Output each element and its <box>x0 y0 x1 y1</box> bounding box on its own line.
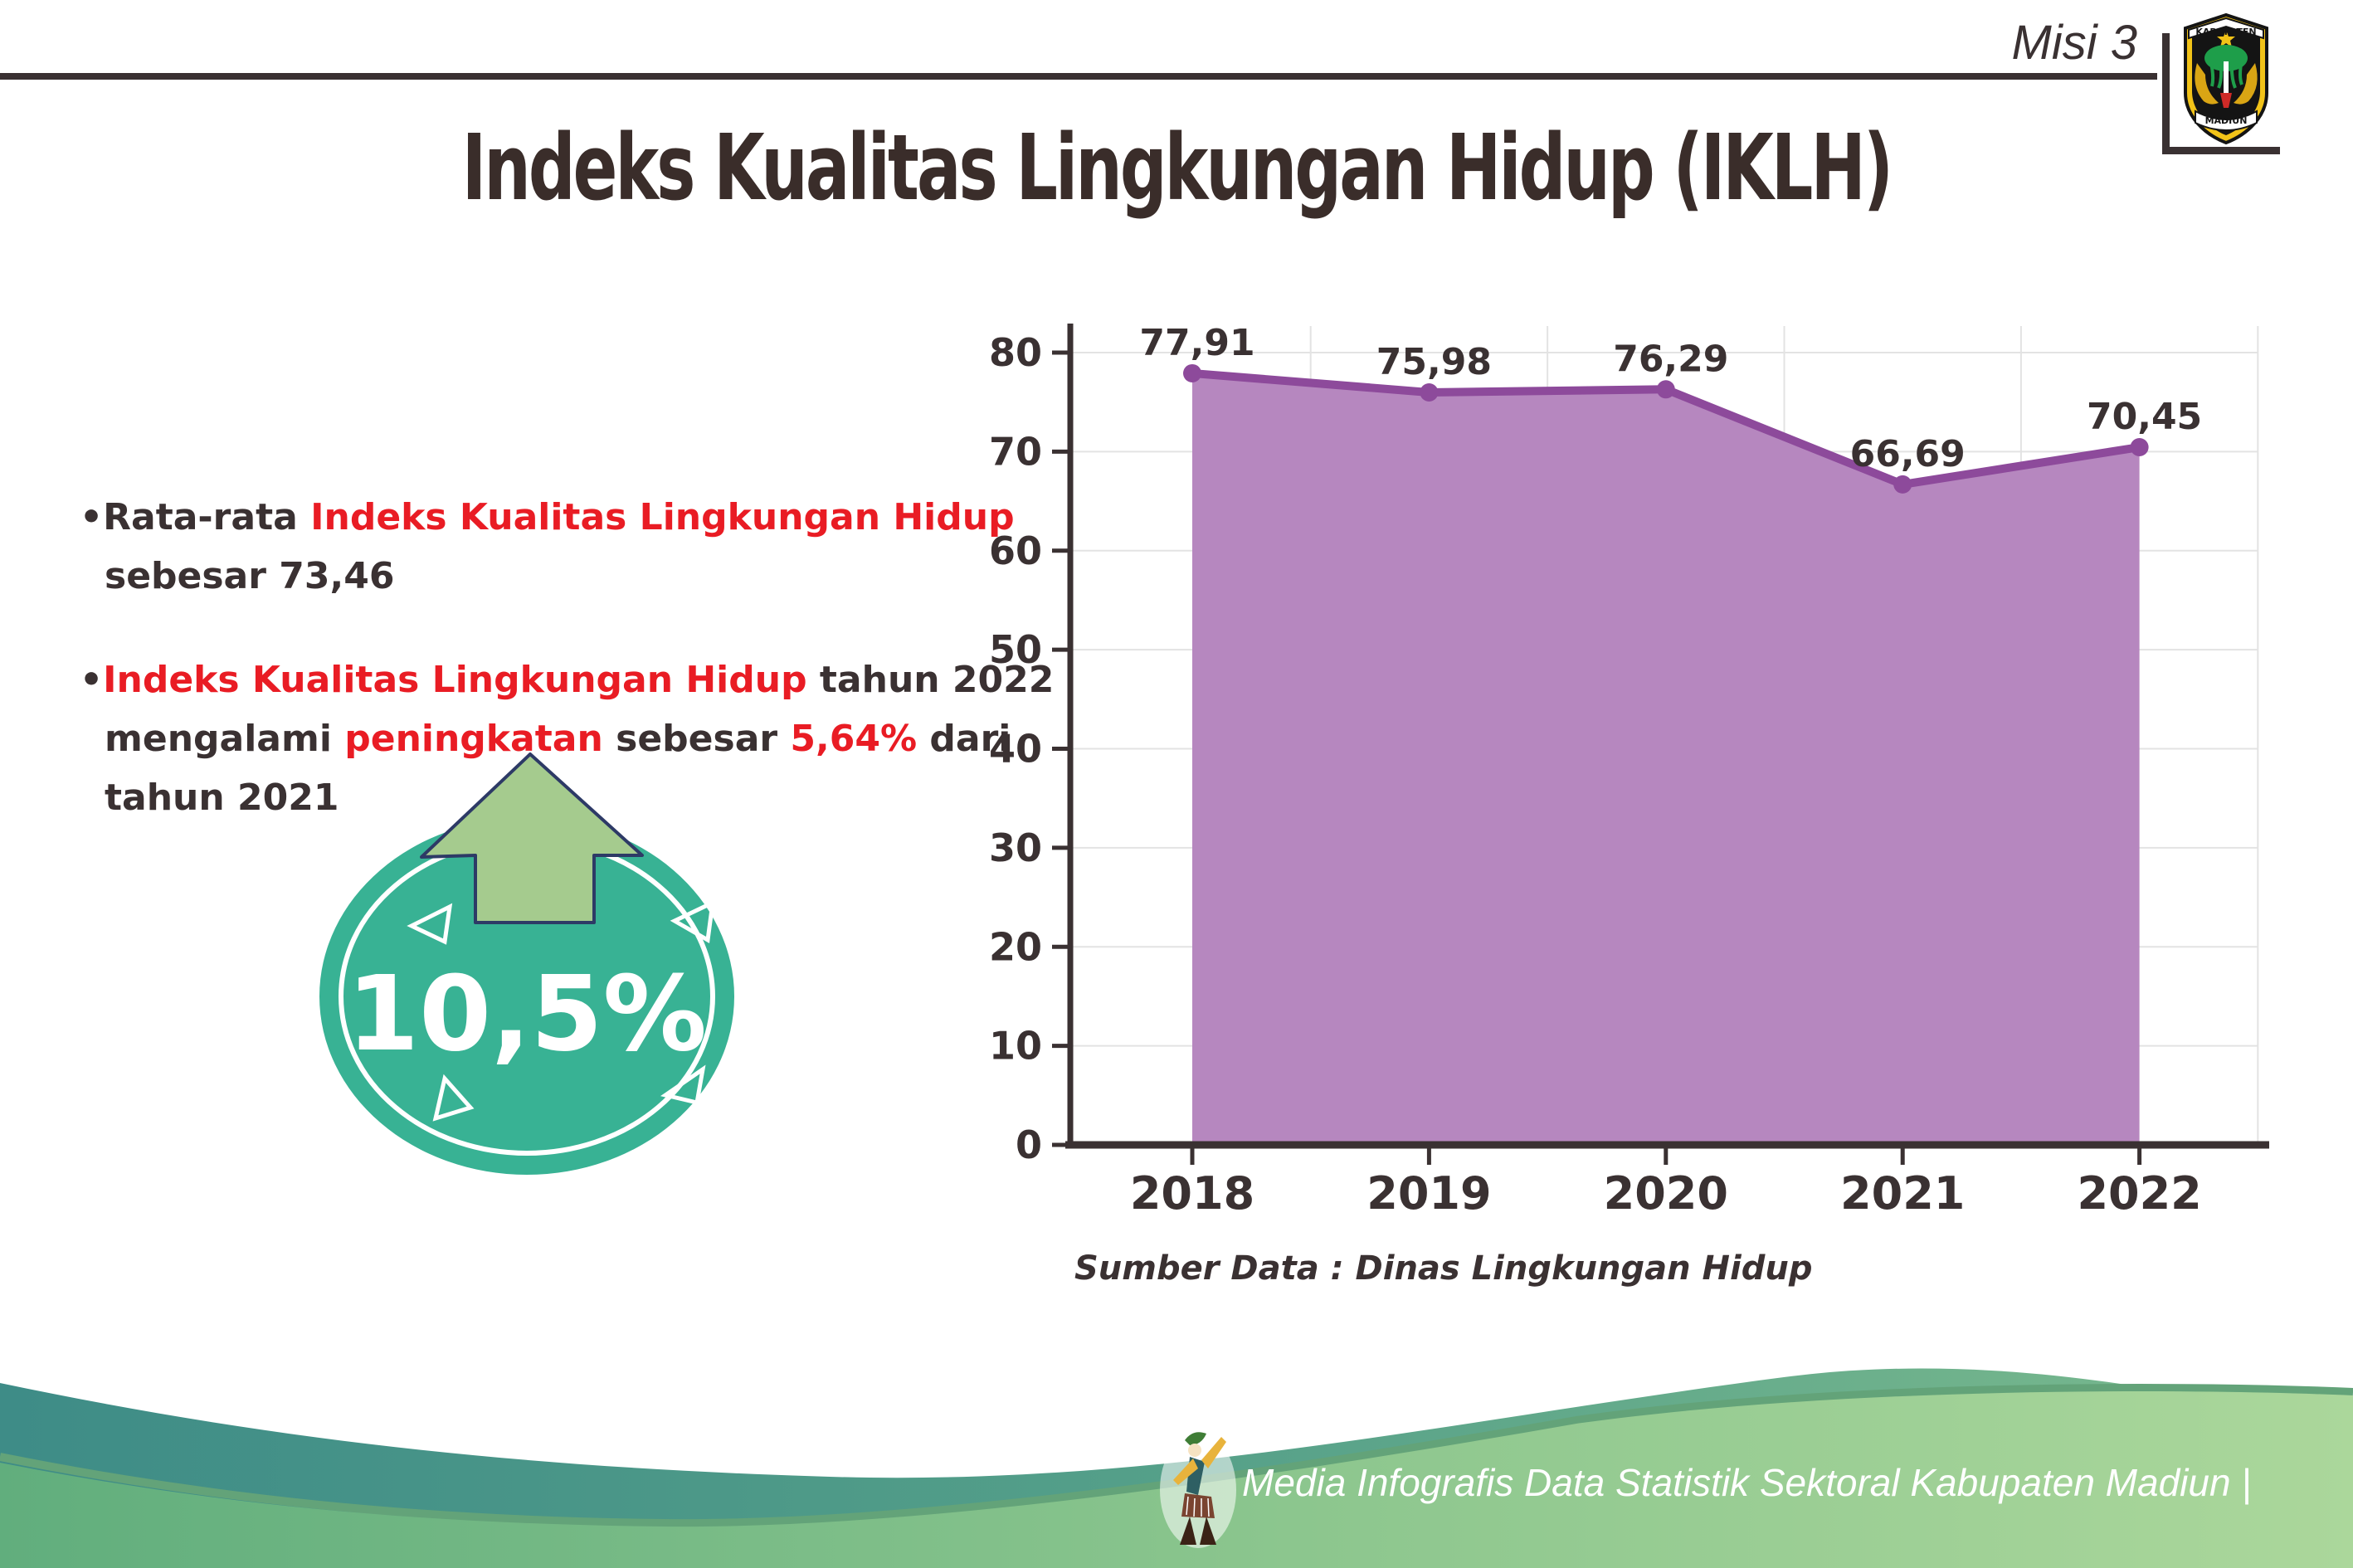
data-point <box>2130 438 2149 457</box>
footer-green-wave <box>0 1390 2353 1568</box>
data-label: 77,91 <box>1139 322 1254 364</box>
y-tick-label: 60 <box>989 528 1042 573</box>
y-tick-label: 80 <box>989 330 1042 375</box>
y-tick-label: 70 <box>989 429 1042 474</box>
mascot-left-arm <box>1173 1458 1198 1485</box>
bullet-dot: • <box>80 659 104 701</box>
iklh-area-chart: 0 10 20 30 40 50 60 70 80 2018 2019 2020 2021 2022 77,… <box>989 322 2269 1220</box>
footer-wave-shadow-edge <box>0 1384 2353 1528</box>
data-point <box>1893 475 1912 494</box>
x-tick-label: 2019 <box>1366 1167 1491 1220</box>
data-label: 76,29 <box>1613 338 1728 380</box>
page-title: Indeks Kualitas Lingkungan Hidup (IKLH) <box>461 114 1893 221</box>
logo-frame-horizontal <box>2162 147 2280 154</box>
data-point <box>1183 363 1201 382</box>
y-tick-label: 0 <box>1016 1122 1042 1167</box>
mascot-skirt <box>1181 1493 1215 1518</box>
x-tick-label: 2020 <box>1604 1167 1728 1220</box>
bullet-list: •Rata-rata Indeks Kualitas Lingkungan Hi… <box>80 488 1067 872</box>
data-point <box>1656 380 1675 399</box>
logo-tree-crown <box>2204 45 2248 71</box>
logo-bottom-ribbon-text: MADIUN <box>2205 115 2248 126</box>
badge-spark-bottom-left <box>432 1074 475 1122</box>
increase-badge: 10,5% <box>319 752 734 1175</box>
x-tick-label: 2018 <box>1130 1167 1254 1220</box>
logo-center-shield <box>2220 93 2232 108</box>
data-label: 75,98 <box>1376 341 1492 383</box>
mascot-beret <box>1185 1432 1206 1445</box>
x-tick-label: 2021 <box>1840 1167 1965 1220</box>
logo-star <box>2217 30 2235 47</box>
data-label: 70,45 <box>2087 396 2202 438</box>
x-tick-label: 2022 <box>2077 1167 2201 1220</box>
data-point <box>1420 382 1439 402</box>
y-tick-label: 40 <box>989 727 1042 772</box>
badge-percentage: 10,5% <box>347 954 707 1074</box>
y-tick-label: 50 <box>989 627 1042 672</box>
mascot-skirt-pattern <box>1186 1496 1210 1517</box>
misi-label: Misi 3 <box>2011 16 2137 70</box>
mascot-right-leg <box>1200 1517 1216 1545</box>
bullet-line2: sebesar 73,46 <box>105 555 395 597</box>
bullet-item-average: •Rata-rata Indeks Kualitas Lingkungan Hi… <box>80 496 1015 597</box>
mascot-face <box>1188 1444 1201 1457</box>
badge-spark-top-right <box>670 898 716 944</box>
logo-tree-branches <box>2209 59 2243 89</box>
logo-tree-trunk <box>2224 61 2229 95</box>
badge-circle <box>319 818 734 1175</box>
logo-frame-vertical <box>2162 33 2170 154</box>
chart-source: Sumber Data : Dinas Lingkungan Hidup <box>1074 1249 1813 1288</box>
logo-right-wing <box>2234 63 2258 105</box>
logo-bottom-ribbon <box>2195 110 2258 131</box>
badge-spark-bottom-right <box>660 1064 706 1106</box>
bullet-item-increase: •Indeks Kualitas Lingkungan Hidup tahun … <box>80 659 1055 819</box>
mascot-right-arm <box>1201 1437 1226 1468</box>
header-rule <box>0 73 2157 80</box>
footer-credit: Media Infografis Data Statistik Sektoral… <box>1242 1461 2252 1504</box>
mascot-icon <box>1160 1432 1236 1548</box>
y-tick-label: 10 <box>989 1024 1042 1069</box>
bullet-dot: • <box>80 496 104 538</box>
logo-top-ribbon-text: KABUPATEN <box>2195 27 2256 37</box>
kabupaten-madiun-logo: KABUPATEN MADIUN <box>2184 12 2268 145</box>
mascot-left-leg <box>1180 1517 1196 1545</box>
area-fill <box>1192 373 2140 1146</box>
up-arrow-icon <box>420 752 644 924</box>
badge-spark-top-left <box>407 903 453 945</box>
y-tick-label: 20 <box>989 924 1042 969</box>
logo-top-ribbon <box>2188 17 2264 40</box>
data-label: 66,69 <box>1850 433 1966 475</box>
logo-left-wing <box>2195 63 2219 105</box>
y-tick-label: 30 <box>989 825 1042 870</box>
